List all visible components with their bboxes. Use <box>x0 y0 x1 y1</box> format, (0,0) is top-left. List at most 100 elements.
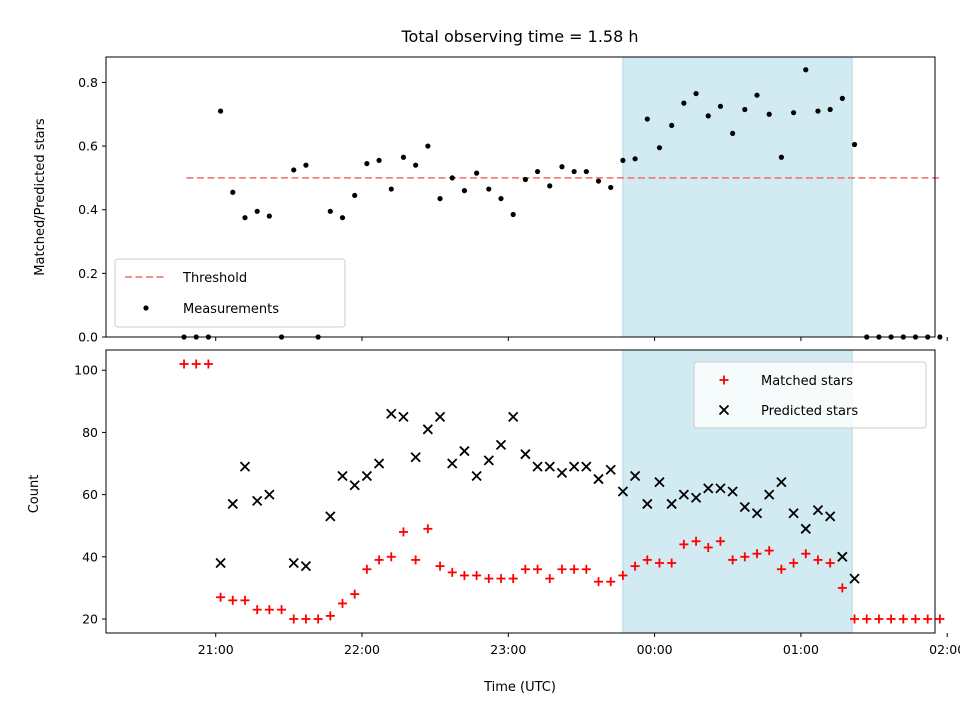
matched-star-point <box>813 555 823 565</box>
matched-star-point <box>472 570 482 580</box>
predicted-star-point <box>349 480 360 491</box>
marker-stroke <box>337 470 348 482</box>
marker-stroke <box>349 480 360 491</box>
measurement-point <box>400 154 407 160</box>
measurement-point <box>486 186 492 192</box>
measurement-point <box>449 175 455 181</box>
marker-stroke <box>239 461 251 472</box>
predicted-star-point <box>593 473 604 485</box>
measurement-point <box>339 215 346 221</box>
legend-measurements-swatch <box>143 305 149 311</box>
matched-star-point <box>630 561 640 571</box>
matched-star-point <box>545 574 555 584</box>
predicted-star-point <box>825 511 836 522</box>
marker-stroke <box>837 551 848 562</box>
marker-stroke <box>410 452 421 463</box>
predicted-star-point <box>666 498 677 510</box>
marker-stroke <box>252 495 263 506</box>
marker-stroke <box>386 408 397 419</box>
predicted-star-point <box>703 483 714 494</box>
predicted-star-point <box>410 452 421 463</box>
matched-star-point <box>350 589 360 599</box>
matched-star-point <box>325 611 335 621</box>
predicted-star-point <box>788 508 799 519</box>
matched-star-point <box>289 614 299 624</box>
matched-star-point <box>703 542 713 552</box>
marker-stroke <box>422 424 433 435</box>
predicted-star-point <box>361 470 373 482</box>
measurement-point <box>303 162 309 168</box>
marker-stroke <box>520 449 531 460</box>
matched-star-point <box>240 595 250 605</box>
measurement-point <box>425 143 431 149</box>
marker-stroke <box>666 498 677 510</box>
matched-star-point <box>581 564 591 574</box>
measurement-point <box>327 208 333 214</box>
matched-star-point <box>569 564 579 574</box>
matched-star-point <box>252 605 262 615</box>
matched-star-point <box>228 595 238 605</box>
measurement-point <box>730 130 736 136</box>
y-tick-label: 40 <box>82 549 98 564</box>
predicted-star-point <box>447 458 458 469</box>
measurement-point <box>461 188 468 194</box>
measurement-point <box>766 111 772 117</box>
predicted-star-point <box>300 561 312 572</box>
marker-stroke <box>508 411 519 422</box>
measurement-point <box>474 170 480 176</box>
top-ylabel: Matched/Predicted stars <box>33 118 48 276</box>
predicted-star-point <box>642 498 653 510</box>
measurement-point <box>242 215 248 221</box>
matched-star-point <box>264 605 274 615</box>
matched-star-point <box>216 592 226 602</box>
matched-star-point <box>606 577 616 587</box>
marker-stroke <box>788 508 799 519</box>
matched-star-point <box>386 552 396 562</box>
matched-star-point <box>715 536 725 546</box>
matched-star-point <box>459 570 469 580</box>
predicted-star-point <box>495 439 507 450</box>
measurement-point <box>437 195 443 202</box>
marker-stroke <box>593 473 604 485</box>
matched-star-point <box>313 614 323 624</box>
measurement-point <box>608 184 614 191</box>
measurement-point <box>717 103 724 109</box>
measurement-point <box>778 154 784 160</box>
matched-star-point <box>179 359 189 369</box>
matched-star-point <box>557 564 567 574</box>
predicted-star-point <box>690 492 702 503</box>
marker-stroke <box>678 489 689 500</box>
predicted-star-point <box>581 461 592 472</box>
matched-star-point <box>533 564 543 574</box>
marker-stroke <box>447 458 458 469</box>
y-tick-label: 80 <box>82 425 98 440</box>
marker-stroke <box>569 461 580 472</box>
predicted-star-point <box>459 445 470 457</box>
predicted-star-point <box>471 470 482 482</box>
measurement-point <box>632 156 638 162</box>
predicted-star-point <box>569 461 580 472</box>
predicted-star-point <box>520 449 531 460</box>
marker-stroke <box>544 461 555 472</box>
matched-star-point <box>508 574 518 584</box>
measurement-point <box>815 108 821 114</box>
predicted-star-point <box>629 470 641 482</box>
marker-stroke <box>812 505 824 516</box>
measurement-point <box>534 168 541 175</box>
marker-stroke <box>434 411 446 422</box>
measurement-point <box>291 167 297 173</box>
legend-measurements-label: Measurements <box>183 302 279 317</box>
measurement-point <box>559 164 565 170</box>
legend-predicted-swatch <box>718 404 730 416</box>
predicted-star-point <box>739 501 750 513</box>
measurement-point <box>266 213 272 219</box>
matched-star-point <box>764 546 774 556</box>
y-tick-label: 0.2 <box>78 266 98 281</box>
x-tick-label: 22:00 <box>344 642 380 657</box>
measurement-point <box>851 141 858 148</box>
measurement-point <box>839 95 845 101</box>
measurement-point <box>644 116 650 122</box>
matched-star-point <box>191 359 201 369</box>
y-tick-label: 0.0 <box>78 330 98 345</box>
